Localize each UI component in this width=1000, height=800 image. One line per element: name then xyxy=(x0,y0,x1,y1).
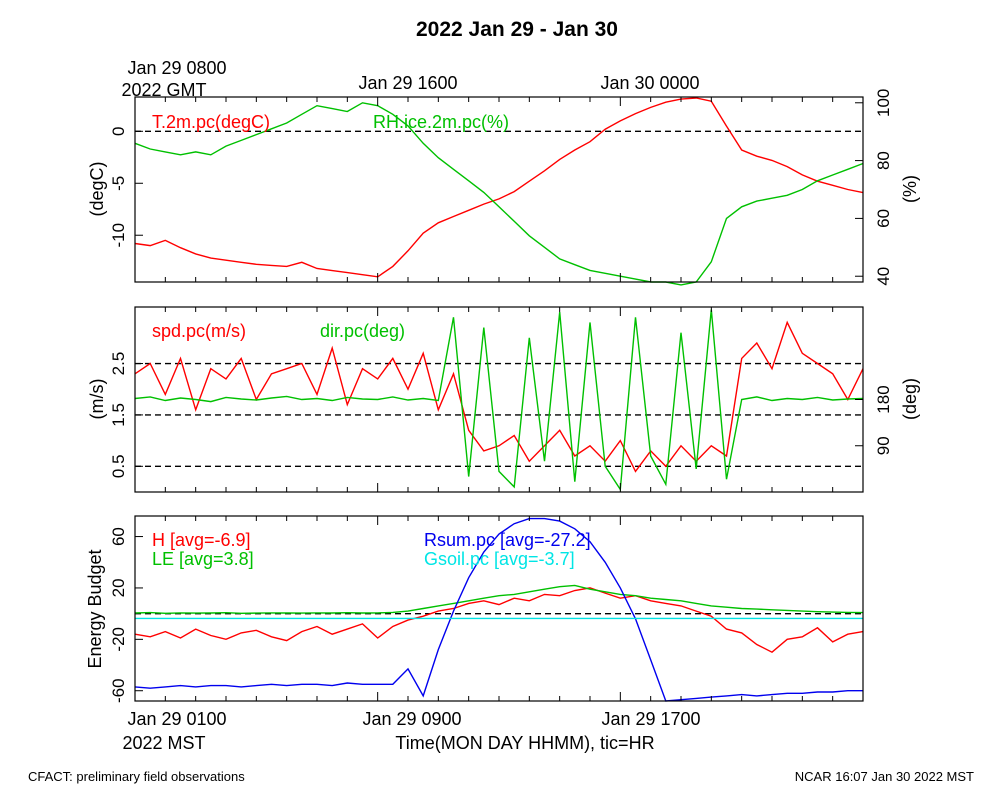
y-axis-label: (m/s) xyxy=(87,379,107,420)
y-tick-label: 2.5 xyxy=(109,352,128,376)
y2-tick-label: 100 xyxy=(874,89,893,117)
footer-left: CFACT: preliminary field observations xyxy=(28,769,245,784)
panel-energy-budget: 60 20 -20 -60 Energy Budget H [avg=-6.9] LE… xyxy=(85,515,864,703)
top-time-label-3: Jan 30 0000 xyxy=(600,73,699,93)
y2-tick-label: 80 xyxy=(874,151,893,170)
x-axis-title: Time(MON DAY HHMM), tic=HR xyxy=(395,733,654,753)
top-time-label-1b: 2022 GMT xyxy=(121,80,206,100)
y-tick-label: -5 xyxy=(109,176,128,191)
bottom-time-label-1a: Jan 29 0100 xyxy=(127,709,226,729)
y-tick-label: 1.5 xyxy=(109,403,128,427)
y2-axis-label: (%) xyxy=(900,175,920,203)
y-tick-label: -10 xyxy=(109,223,128,248)
series-line-rh-ice-2m-pc- xyxy=(134,102,864,286)
legend-radiation-sum: Rsum.pc [avg=-27.2] xyxy=(424,530,591,550)
legend-relative-humidity: RH.ice.2m.pc(%) xyxy=(373,112,509,132)
top-time-label-2: Jan 29 1600 xyxy=(358,73,457,93)
series-line-dir-pc-deg- xyxy=(134,309,864,492)
y2-tick-label: 40 xyxy=(874,267,893,286)
bottom-time-label-3: Jan 29 1700 xyxy=(601,709,700,729)
bottom-time-label-1b: 2022 MST xyxy=(122,733,205,753)
series-line-le-avg-3-8- xyxy=(134,584,864,615)
series-line-h-avg-6-9- xyxy=(134,587,864,654)
bottom-time-label-2: Jan 29 0900 xyxy=(362,709,461,729)
y2-tick-label: 60 xyxy=(874,209,893,228)
footer-right: NCAR 16:07 Jan 30 2022 MST xyxy=(795,769,974,784)
series-line-t-2m-pc-degc- xyxy=(134,97,864,278)
y-tick-label: 0.5 xyxy=(109,454,128,478)
y-tick-label: -60 xyxy=(109,678,128,703)
y2-tick-label: 180 xyxy=(874,385,893,413)
top-time-label-1a: Jan 29 0800 xyxy=(127,58,226,78)
y-axis-label: (degC) xyxy=(87,161,107,216)
legend-latent-heat: LE [avg=3.8] xyxy=(152,549,254,569)
y-tick-label: -20 xyxy=(109,627,128,652)
legend-wind-speed: spd.pc(m/s) xyxy=(152,321,246,341)
y-tick-label: 60 xyxy=(109,527,128,546)
legend-temperature: T.2m.pc(degC) xyxy=(152,112,270,132)
legend-sensible-heat: H [avg=-6.9] xyxy=(152,530,251,550)
chart-title: 2022 Jan 29 - Jan 30 xyxy=(416,18,618,41)
y2-tick-label: 90 xyxy=(874,436,893,455)
y-axis-label: Energy Budget xyxy=(85,549,105,668)
legend-soil-heat: Gsoil.pc [avg=-3.7] xyxy=(424,549,575,569)
panel-temperature-humidity: 0 -5 -10 100 80 60 40 (degC) (%) T.2m.pc(degC… xyxy=(87,89,920,286)
y-tick-label: 0 xyxy=(109,127,128,136)
legend-wind-direction: dir.pc(deg) xyxy=(320,321,405,341)
y2-axis-label: (deg) xyxy=(900,378,920,420)
y-tick-label: 20 xyxy=(109,578,128,597)
series-line-rsum-pc-avg-27-2- xyxy=(134,517,863,702)
